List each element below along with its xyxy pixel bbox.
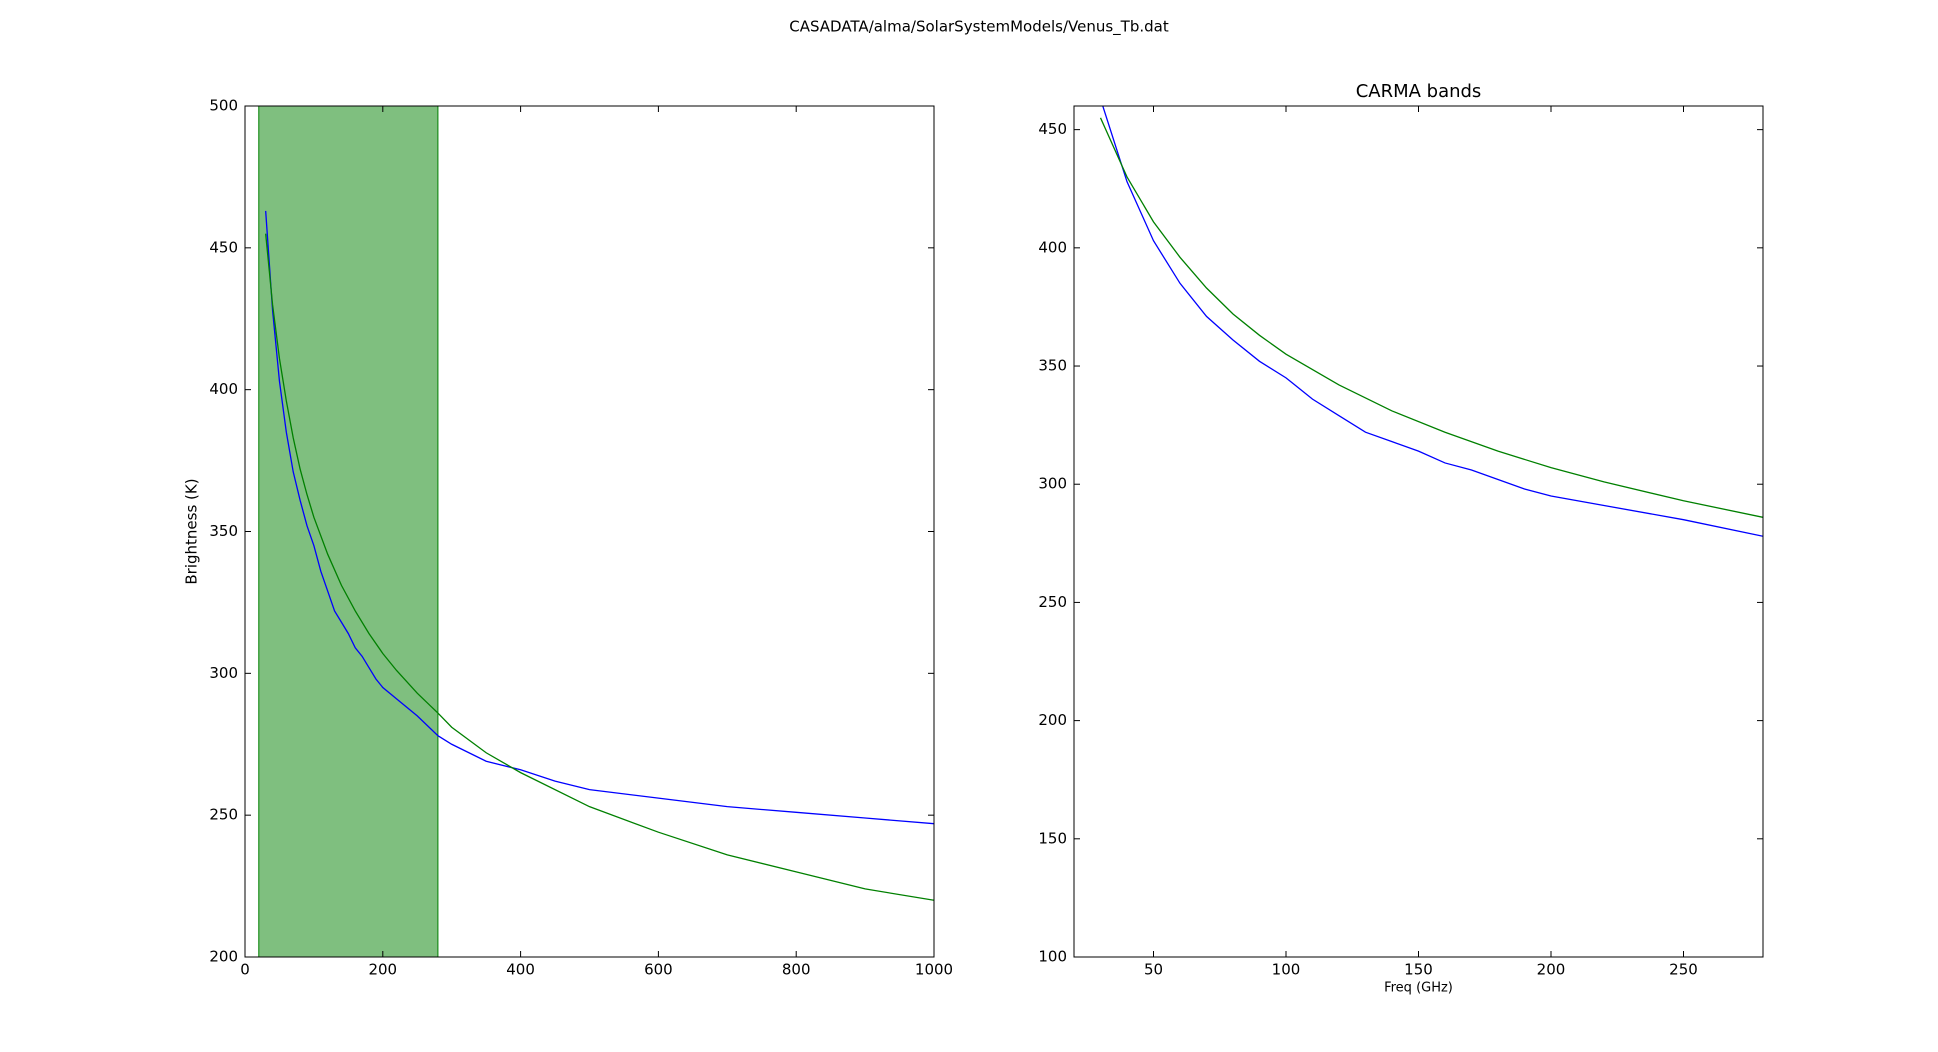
x-tick-label: 200 (1537, 961, 1566, 979)
y-tick-label: 100 (1038, 948, 1067, 966)
y-axis-label: Brightness (K) (183, 478, 201, 584)
y-tick-label: 350 (1038, 357, 1067, 375)
x-tick-label: 50 (1144, 961, 1163, 979)
y-tick-label: 400 (1038, 238, 1067, 256)
x-tick-label: 250 (1669, 961, 1698, 979)
x-tick-label: 100 (1272, 961, 1301, 979)
series-line (265, 210, 934, 825)
y-tick-label: 150 (1038, 829, 1067, 847)
series-line (1099, 117, 1763, 518)
x-tick-label: 150 (1404, 961, 1433, 979)
y-tick-label: 200 (209, 948, 238, 966)
y-tick-label: 300 (1038, 475, 1067, 493)
span (258, 106, 439, 957)
x-tick-label: 1000 (915, 961, 953, 979)
plot-area (1099, 106, 1763, 537)
y-tick-label: 200 (1038, 711, 1067, 729)
y-tick-label: 250 (209, 806, 238, 824)
x-tick-label: 800 (782, 961, 811, 979)
y-tick-label: 300 (209, 664, 238, 682)
y-tick-label: 450 (209, 238, 238, 256)
x-tick-label: 200 (368, 961, 397, 979)
plot-area (258, 106, 934, 957)
chart-title: CARMA bands (1356, 81, 1482, 102)
y-tick-label: 450 (1038, 120, 1067, 138)
y-tick-label: 350 (209, 522, 238, 540)
x-axis-label: Freq (GHz) (1384, 981, 1453, 996)
figure-title: CASADATA/alma/SolarSystemModels/Venus_Tb… (789, 18, 1169, 37)
x-tick-label: 400 (506, 961, 535, 979)
axes-frame (1073, 105, 1764, 958)
series-line (1102, 106, 1763, 537)
y-tick-label: 500 (209, 97, 238, 115)
x-tick-label: 600 (644, 961, 673, 979)
y-tick-label: 400 (209, 380, 238, 398)
x-tick-label: 0 (240, 961, 250, 979)
y-tick-label: 250 (1038, 593, 1067, 611)
series-line (265, 233, 934, 901)
